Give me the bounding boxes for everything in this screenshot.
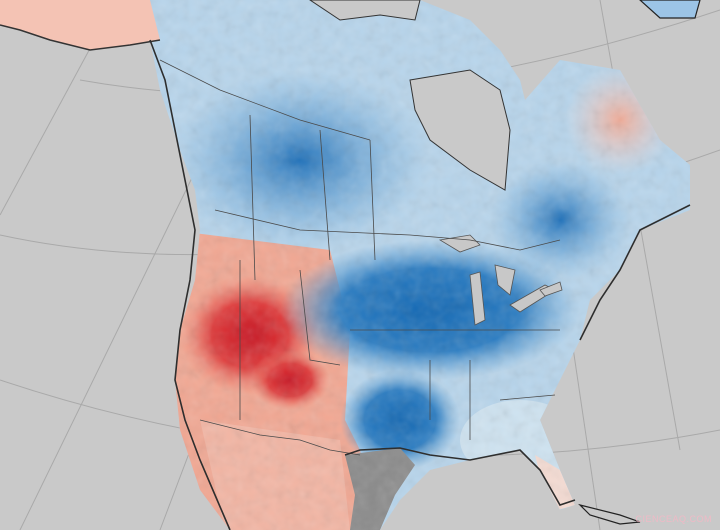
cuba [578, 503, 641, 525]
great-lakes [438, 234, 563, 326]
alaska [0, 0, 161, 51]
hudson-bay [409, 69, 511, 191]
coastlines [149, 39, 691, 530]
political-borders [159, 59, 561, 456]
greenland-tip [639, 0, 701, 19]
arctic-islands [309, 0, 421, 21]
watermark: CIENCEAQ.COM [635, 514, 712, 524]
